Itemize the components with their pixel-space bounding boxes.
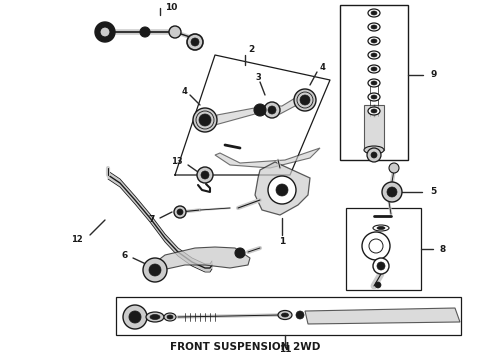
Circle shape [201, 171, 209, 179]
Text: 11: 11 [279, 346, 291, 355]
Circle shape [95, 22, 115, 42]
Circle shape [382, 182, 402, 202]
Circle shape [129, 311, 141, 323]
Ellipse shape [371, 67, 377, 71]
Text: 8: 8 [439, 244, 445, 253]
Bar [116, 297, 461, 335]
Ellipse shape [371, 53, 377, 57]
Text: 3: 3 [255, 72, 261, 81]
Circle shape [389, 163, 399, 173]
Circle shape [264, 102, 280, 118]
Bar [346, 208, 421, 290]
Text: 4: 4 [181, 87, 187, 96]
Text: 4: 4 [320, 63, 326, 72]
Ellipse shape [167, 315, 173, 319]
Circle shape [373, 258, 389, 274]
Text: 5: 5 [430, 188, 436, 197]
Text: 1: 1 [279, 238, 285, 247]
Ellipse shape [371, 81, 377, 85]
Circle shape [177, 209, 183, 215]
Text: 7: 7 [148, 216, 155, 225]
Circle shape [235, 248, 245, 258]
Ellipse shape [368, 37, 380, 45]
Polygon shape [215, 95, 300, 125]
Ellipse shape [371, 11, 377, 15]
Circle shape [191, 38, 199, 46]
Circle shape [140, 27, 150, 37]
Circle shape [362, 232, 390, 260]
Circle shape [100, 27, 110, 37]
Text: 13: 13 [172, 158, 183, 166]
Circle shape [143, 258, 167, 282]
Circle shape [149, 264, 161, 276]
Circle shape [294, 89, 316, 111]
Ellipse shape [368, 65, 380, 73]
Text: 6: 6 [122, 251, 128, 260]
Polygon shape [148, 247, 250, 275]
Ellipse shape [278, 310, 292, 320]
Circle shape [367, 148, 381, 162]
Polygon shape [215, 148, 320, 168]
Polygon shape [364, 105, 384, 150]
Ellipse shape [364, 146, 384, 154]
Circle shape [187, 34, 203, 50]
Ellipse shape [146, 312, 164, 322]
Polygon shape [255, 162, 310, 215]
Ellipse shape [371, 25, 377, 29]
Circle shape [169, 26, 181, 38]
Text: 2: 2 [248, 45, 254, 54]
Circle shape [174, 206, 186, 218]
Circle shape [300, 95, 310, 105]
Ellipse shape [368, 107, 380, 115]
Text: FRONT SUSPENSION 2WD: FRONT SUSPENSION 2WD [170, 342, 320, 352]
Circle shape [371, 152, 377, 158]
Circle shape [375, 282, 381, 288]
Circle shape [377, 262, 385, 270]
Ellipse shape [368, 79, 380, 87]
Circle shape [276, 184, 288, 196]
Ellipse shape [281, 313, 289, 317]
Ellipse shape [368, 93, 380, 101]
Ellipse shape [371, 95, 377, 99]
Ellipse shape [377, 226, 385, 230]
Circle shape [268, 106, 276, 114]
Ellipse shape [368, 9, 380, 17]
Ellipse shape [150, 315, 160, 320]
Circle shape [197, 167, 213, 183]
Polygon shape [305, 308, 460, 324]
Text: 9: 9 [430, 70, 437, 79]
Ellipse shape [373, 225, 389, 231]
Circle shape [268, 176, 296, 204]
Ellipse shape [371, 109, 377, 113]
Ellipse shape [371, 39, 377, 43]
Bar [340, 5, 408, 160]
Ellipse shape [368, 23, 380, 31]
Circle shape [193, 108, 217, 132]
Circle shape [199, 114, 211, 126]
Circle shape [296, 311, 304, 319]
Ellipse shape [164, 313, 176, 321]
Circle shape [123, 305, 147, 329]
Text: 10: 10 [165, 3, 177, 12]
Circle shape [387, 187, 397, 197]
Circle shape [254, 104, 266, 116]
Ellipse shape [368, 51, 380, 59]
Text: 12: 12 [71, 235, 83, 244]
